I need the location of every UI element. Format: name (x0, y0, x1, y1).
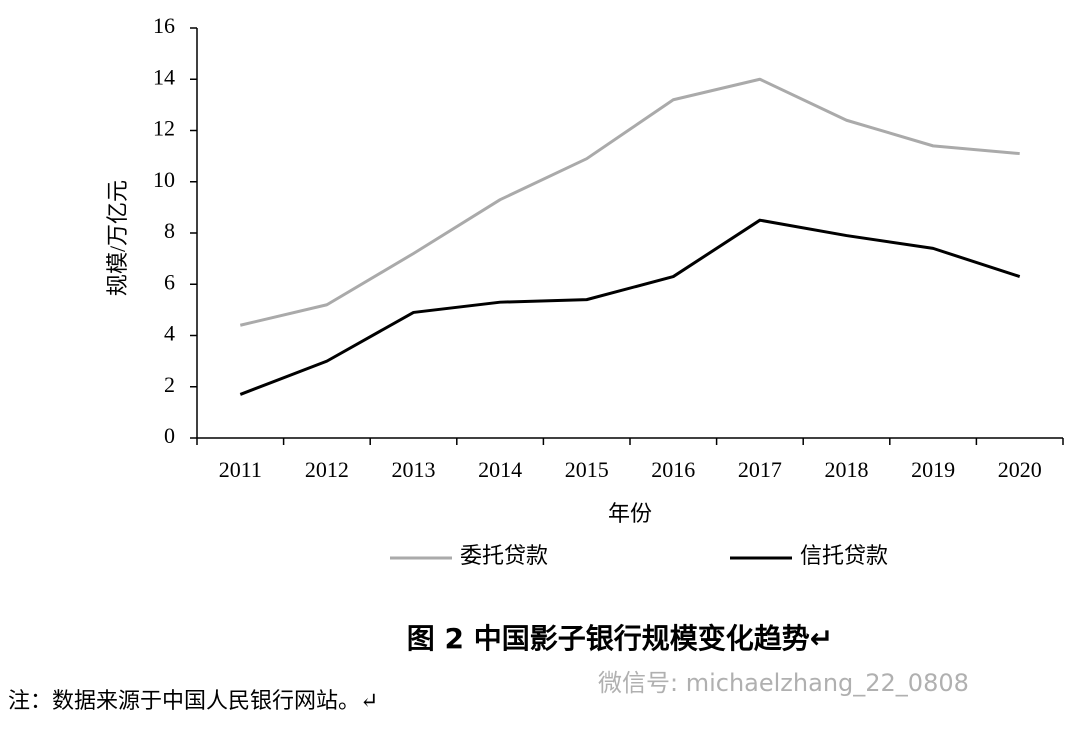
series-line (239, 218, 1021, 396)
y-tick-label: 4 (164, 321, 175, 346)
x-tick-label: 2019 (911, 457, 955, 482)
legend-label: 信托贷款 (800, 543, 888, 568)
y-tick-label: 0 (164, 423, 175, 448)
y-tick-label: 10 (153, 167, 175, 192)
y-axis-label: 规模/万亿元 (105, 180, 130, 296)
x-tick-label: 2017 (738, 457, 782, 482)
x-tick-label: 2015 (565, 457, 609, 482)
y-tick-label: 12 (153, 116, 175, 141)
x-tick-label: 2018 (825, 457, 869, 482)
x-tick-label: 2020 (998, 457, 1042, 482)
y-tick-label: 14 (153, 64, 175, 89)
watermark: 微信号: michaelzhang_22_0808 (598, 669, 969, 697)
caption: 图 2 中国影子银行规模变化趋势↵ (407, 622, 833, 655)
note: 注：数据来源于中国人民银行网站。↵ (8, 688, 378, 713)
y-tick-label: 16 (153, 13, 175, 38)
y-tick-label: 2 (164, 372, 175, 397)
x-tick-label: 2014 (478, 457, 522, 482)
y-tick-label: 6 (164, 269, 175, 294)
y-tick-label: 8 (164, 218, 175, 243)
legend-label: 委托贷款 (460, 543, 548, 568)
x-tick-label: 2013 (392, 457, 436, 482)
series-line (239, 77, 1020, 327)
x-tick-label: 2011 (219, 457, 262, 482)
x-tick-label: 2016 (651, 457, 695, 482)
x-axis-label: 年份 (608, 501, 652, 526)
x-tick-label: 2012 (305, 457, 349, 482)
